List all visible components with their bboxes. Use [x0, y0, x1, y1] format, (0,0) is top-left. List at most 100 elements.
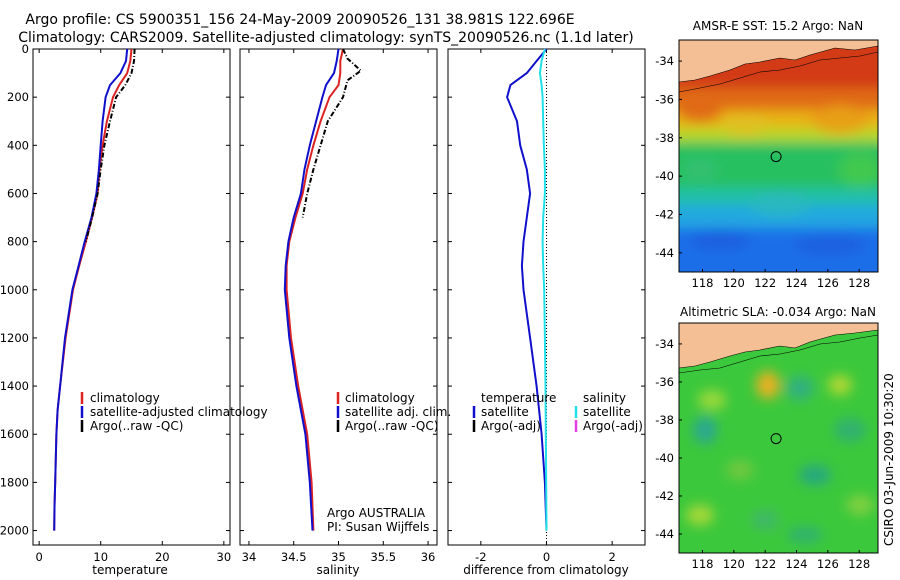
x-tick-label: 20 [155, 550, 170, 564]
y-tick-label: 400 [7, 138, 29, 152]
series-line-climatology [53, 48, 133, 531]
series-line-climatology [285, 48, 344, 531]
legend-header-temperature: temperature [481, 391, 556, 405]
annotation-argo-australia: Argo AUSTRALIA [327, 506, 426, 520]
legend-label-temp-argo: Argo(-adj) [481, 419, 541, 433]
y-tick-label: -40 [655, 169, 674, 183]
difference-legend: temperature salinity satellite Argo(-adj… [472, 391, 643, 433]
sst-map-panel: AMSR-E SST: 15.2 Argo: NaN [655, 19, 879, 290]
y-tick-label: -38 [655, 131, 674, 145]
y-tick-label: 0 [22, 42, 29, 56]
series-line-satellite [538, 48, 548, 531]
x-tick-label: 122 [754, 557, 776, 571]
x-tick-label: 35.5 [370, 550, 396, 564]
y-tick-label: -36 [655, 92, 674, 106]
y-tick-label: -42 [655, 207, 674, 221]
y-tick-label: -40 [655, 451, 674, 465]
temperature-xlabel: temperature [92, 563, 167, 577]
sst-map-frame [678, 39, 879, 273]
x-tick-label: 128 [848, 276, 870, 290]
timestamp-label: CSIRO 03-Jun-2009 10:30:20 [882, 373, 896, 546]
y-tick-label: -44 [655, 527, 674, 541]
y-tick-label: 1600 [0, 427, 29, 441]
x-tick-label: 126 [817, 276, 839, 290]
header-line-2: Climatology: CARS2009. Satellite-adjuste… [18, 30, 633, 46]
temperature-series [53, 48, 136, 531]
x-tick-label: 120 [723, 557, 745, 571]
legend-header-salinity: salinity [583, 391, 626, 405]
series-line-satellite [506, 48, 548, 531]
series-line-argo-raw-qc- [301, 48, 362, 218]
y-tick-label: 600 [7, 186, 29, 200]
y-tick-label: 1800 [0, 475, 29, 489]
difference-ticks: -2 0 2 [448, 48, 645, 564]
y-tick-label: -42 [655, 489, 674, 503]
salinity-series [283, 48, 362, 531]
salinity-ticks: 34 34.5 35 35.5 36 [240, 48, 437, 564]
legend-label-argo: Argo(..raw -QC) [90, 419, 183, 433]
x-tick-label: 0 [35, 550, 42, 564]
x-tick-label: 35 [331, 550, 346, 564]
x-tick-label: 124 [786, 276, 808, 290]
y-tick-label: 1000 [0, 283, 29, 297]
x-tick-label: 2 [609, 550, 616, 564]
y-tick-label: -44 [655, 246, 674, 260]
sla-map-ticks: 118 120 122 124 126 128 -34 -36 -38 -40 -42 -44 [655, 337, 870, 571]
legend-label-sal-satellite: satellite [583, 405, 631, 419]
x-tick-label: 128 [848, 557, 870, 571]
y-tick-label: 1200 [0, 331, 29, 345]
series-line-satellite-adjusted-climatology [53, 48, 129, 531]
header-line-1: Argo profile: CS 5900351_156 24-May-2009… [25, 12, 574, 28]
sst-map-title: AMSR-E SST: 15.2 Argo: NaN [693, 19, 863, 33]
x-tick-label: 0 [543, 550, 550, 564]
temperature-ticks: 0 10 20 30 0 200 400 600 800 1000 1200 1400 1600 1800… [0, 42, 231, 564]
salinity-legend: climatology satellite adj. clim. Argo(..… [336, 391, 451, 433]
sst-map-ticks: 118 120 122 124 126 128 -34 -36 -38 -40 -42 -44 [655, 54, 870, 290]
y-tick-label: -34 [655, 337, 674, 351]
legend-label-satellite: satellite adj. clim. [345, 405, 451, 419]
sst-heatmap [679, 40, 878, 272]
x-tick-label: 118 [692, 557, 714, 571]
y-tick-label: 1400 [0, 379, 29, 393]
legend-label-sal-argo: Argo(-adj) [583, 419, 643, 433]
legend-label-temp-satellite: satellite [481, 405, 529, 419]
x-tick-label: 36 [421, 550, 436, 564]
x-tick-label: -2 [475, 550, 486, 564]
x-tick-label: 34.5 [281, 550, 307, 564]
y-tick-label: -36 [655, 375, 674, 389]
legend-label-satellite: satellite-adjusted climatology [90, 405, 268, 419]
series-line-satellite-adj-clim- [283, 48, 340, 531]
salinity-xlabel: salinity [316, 563, 359, 577]
y-tick-label: 800 [7, 235, 29, 249]
legend-label-climatology: climatology [345, 391, 415, 405]
argo-location-marker [770, 151, 782, 163]
sla-map-panel: Altimetric SLA: -0.034 Argo: NaN 118 12 [655, 305, 879, 571]
sla-heatmap [679, 323, 878, 553]
temperature-axes-frame [32, 48, 231, 546]
temperature-legend: climatology satellite-adjusted climatolo… [80, 391, 268, 433]
y-tick-label: -34 [655, 54, 674, 68]
sla-map-title: Altimetric SLA: -0.034 Argo: NaN [680, 305, 876, 319]
sla-map-frame [678, 322, 879, 554]
x-tick-label: 124 [786, 557, 808, 571]
temperature-panel: 0 10 20 30 0 200 400 600 800 1000 1200 1400 1600 1800… [0, 42, 268, 577]
y-tick-label: 200 [7, 90, 29, 104]
difference-series [506, 48, 548, 545]
y-tick-label: -38 [655, 413, 674, 427]
x-tick-label: 120 [723, 276, 745, 290]
y-tick-label: 2000 [0, 524, 29, 538]
x-tick-label: 122 [754, 276, 776, 290]
x-tick-label: 30 [217, 550, 232, 564]
argo-location-marker [770, 433, 782, 445]
salinity-panel: 34 34.5 35 35.5 36 salinity climatology sate… [239, 48, 451, 577]
x-tick-label: 34 [242, 550, 257, 564]
x-tick-label: 118 [692, 276, 714, 290]
x-tick-label: 10 [93, 550, 108, 564]
difference-xlabel: difference from climatology [463, 563, 629, 577]
annotation-pi: PI: Susan Wijffels [327, 520, 429, 534]
legend-label-argo: Argo(..raw -QC) [345, 419, 438, 433]
difference-panel: -2 0 2 difference from climatology tempera… [447, 48, 646, 577]
series-line-argo-raw-qc- [84, 48, 136, 242]
salinity-axes-frame [239, 48, 438, 546]
